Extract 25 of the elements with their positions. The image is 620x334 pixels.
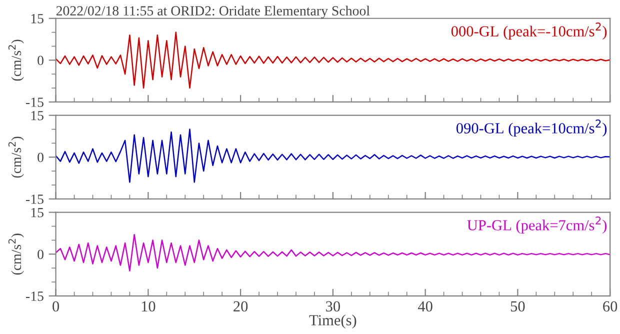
y-tick-label: 0 <box>38 152 44 162</box>
x-tick-label: 20 <box>234 301 248 312</box>
x-tick-label: 40 <box>418 301 432 312</box>
chart-title: 2022/02/18 11:55 at ORID2: Oridate Elementary School <box>56 6 370 18</box>
y-tick-label: 0 <box>38 56 44 66</box>
x-tick-label: 50 <box>510 301 525 312</box>
line-series <box>56 234 610 272</box>
y-tick-label: 0 <box>38 250 44 260</box>
series-label: 000-GL (peak=-10cm/s$^{2}$) <box>451 22 607 40</box>
y-tick-label: -15 <box>26 98 44 107</box>
x-tick-label: 0 <box>52 301 60 312</box>
series-label: UP-GL (peak=7cm/s$^{2}$) <box>467 216 607 234</box>
y-tick-label: -15 <box>26 292 44 301</box>
y-axis-title: (cm/s$^{2}$) <box>8 234 24 275</box>
series-label: 090-GL (peak=10cm/s$^{2}$) <box>456 120 607 137</box>
y-axis-title: (cm/s$^{2}$) <box>8 40 24 81</box>
y-tick-label: -15 <box>26 194 44 204</box>
y-tick-label: 15 <box>31 208 44 218</box>
x-axis-title: Time(s) <box>309 314 356 328</box>
y-tick-label: 15 <box>31 110 44 120</box>
y-tick-label: 15 <box>31 14 44 24</box>
y-axis-title: (cm/s$^{2}$) <box>8 136 24 178</box>
x-tick-label: 10 <box>142 301 156 312</box>
x-tick-label: 30 <box>326 301 340 312</box>
x-tick-label: 60 <box>603 301 618 312</box>
